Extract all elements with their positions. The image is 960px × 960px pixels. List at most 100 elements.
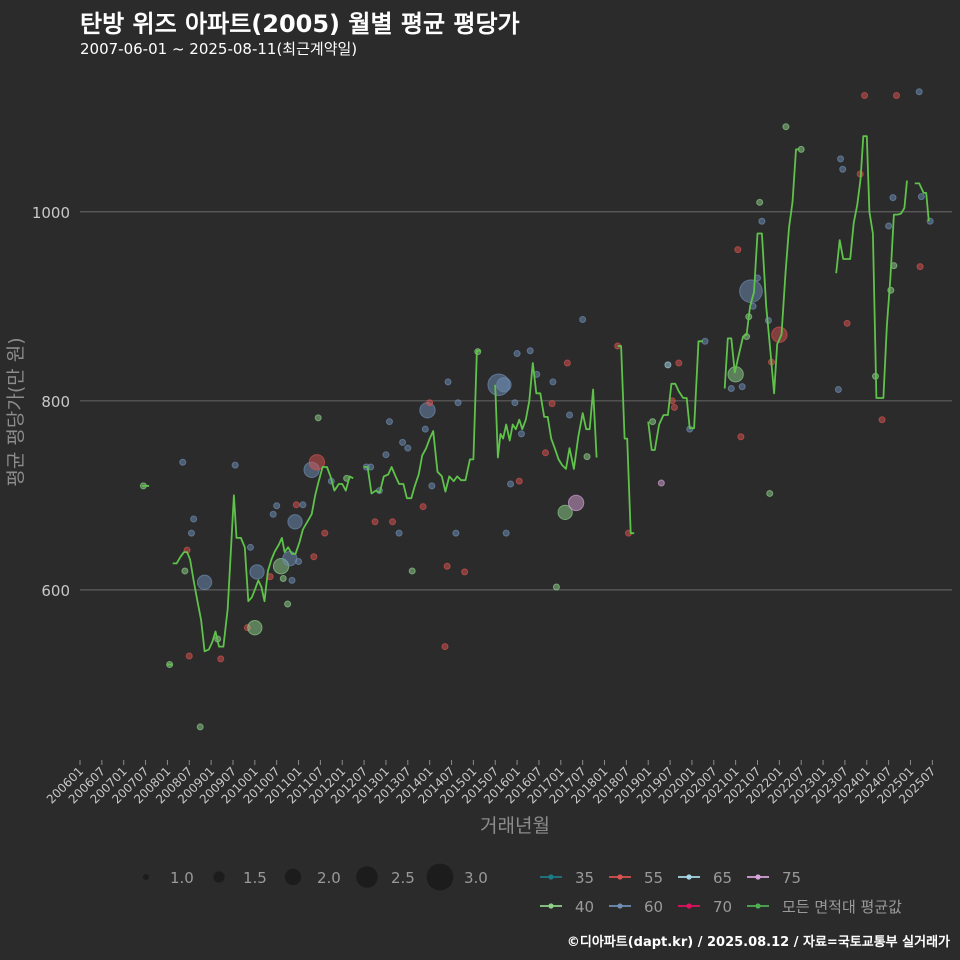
data-point bbox=[292, 501, 300, 509]
data-point bbox=[371, 518, 379, 526]
data-point bbox=[834, 385, 842, 393]
data-point bbox=[385, 418, 393, 426]
data-point bbox=[196, 723, 204, 731]
data-point bbox=[756, 198, 764, 206]
area-legend-dot bbox=[548, 874, 554, 880]
y-tick-label: 800 bbox=[41, 393, 70, 411]
y-tick-label: 600 bbox=[41, 582, 70, 600]
data-point bbox=[249, 564, 265, 580]
data-point bbox=[247, 620, 263, 636]
data-point bbox=[701, 337, 709, 345]
average-line-segment bbox=[914, 182, 930, 222]
data-point bbox=[246, 543, 254, 551]
data-point bbox=[190, 515, 198, 523]
area-legend-label: 65 bbox=[713, 869, 732, 887]
data-point bbox=[837, 155, 845, 163]
data-point bbox=[892, 92, 900, 100]
area-legend-dot bbox=[548, 903, 554, 909]
data-point bbox=[295, 558, 303, 566]
data-point bbox=[782, 123, 790, 131]
y-tick-label: 1000 bbox=[32, 204, 70, 222]
data-point bbox=[217, 655, 225, 663]
data-points bbox=[139, 88, 934, 731]
data-point bbox=[452, 529, 460, 537]
data-point bbox=[502, 529, 510, 537]
data-point bbox=[496, 377, 512, 393]
data-point bbox=[507, 480, 515, 488]
average-line-segment bbox=[364, 349, 481, 500]
size-legend-label: 1.0 bbox=[170, 869, 194, 887]
data-point bbox=[649, 418, 657, 426]
data-point bbox=[288, 576, 296, 584]
data-point bbox=[426, 399, 434, 407]
data-point bbox=[548, 400, 556, 408]
data-point bbox=[321, 529, 329, 537]
size-legend-swatch bbox=[213, 871, 225, 883]
data-point bbox=[181, 567, 189, 575]
area-legend-label: 40 bbox=[575, 898, 594, 916]
area-legend-dot bbox=[686, 903, 692, 909]
area-legend-dot bbox=[755, 874, 761, 880]
data-point bbox=[766, 489, 774, 497]
data-point bbox=[738, 383, 746, 391]
size-legend-swatch bbox=[143, 874, 149, 880]
data-point bbox=[542, 449, 550, 457]
size-legend-label: 2.5 bbox=[391, 869, 415, 887]
size-legend-label: 3.0 bbox=[464, 869, 488, 887]
data-point bbox=[399, 438, 407, 446]
size-legend-label: 1.5 bbox=[243, 869, 267, 887]
x-axis-title: 거래년월 bbox=[480, 815, 550, 837]
data-point bbox=[878, 416, 886, 424]
y-axis-title: 평균 평당가(만 원) bbox=[5, 337, 27, 486]
data-point bbox=[583, 453, 591, 461]
data-point bbox=[552, 583, 560, 591]
data-point bbox=[454, 399, 462, 407]
data-point bbox=[567, 494, 585, 512]
data-point bbox=[737, 433, 745, 441]
average-line-segment bbox=[647, 340, 703, 451]
data-point bbox=[279, 575, 287, 583]
data-point bbox=[915, 88, 923, 96]
data-point bbox=[287, 514, 303, 530]
area-legend-label: 모든 면적대 평균값 bbox=[782, 898, 902, 916]
data-point bbox=[526, 347, 534, 355]
data-point bbox=[657, 479, 665, 487]
data-point bbox=[382, 451, 390, 459]
data-point bbox=[444, 378, 452, 386]
source-credit: ©디아파트(dapt.kr) / 2025.08.12 / 자료=국토교통부 실… bbox=[566, 935, 950, 950]
data-point bbox=[179, 458, 187, 466]
data-point bbox=[515, 477, 523, 485]
average-line-segment bbox=[617, 345, 635, 535]
chart-subtitle: 2007-06-01 ~ 2025-08-11(최근계약일) bbox=[80, 40, 358, 58]
average-line-segment bbox=[172, 466, 354, 653]
data-point bbox=[310, 553, 318, 561]
data-point bbox=[408, 567, 416, 575]
data-point bbox=[511, 399, 519, 407]
size-legend-swatch bbox=[356, 866, 378, 888]
area-legend-label: 70 bbox=[713, 898, 732, 916]
data-point bbox=[314, 414, 322, 422]
size-legend-swatch bbox=[426, 863, 454, 891]
data-point bbox=[563, 359, 571, 367]
area-legend-label: 60 bbox=[644, 898, 663, 916]
y-axis: 600 800 1000 bbox=[32, 204, 70, 600]
area-legend-label: 75 bbox=[782, 869, 801, 887]
data-point bbox=[273, 502, 281, 510]
data-point bbox=[579, 316, 587, 324]
average-line-segment bbox=[494, 362, 598, 470]
average-line-segment bbox=[723, 148, 800, 395]
data-point bbox=[885, 222, 893, 230]
data-point bbox=[739, 279, 763, 303]
data-point bbox=[557, 504, 573, 521]
area-legend-dot bbox=[755, 903, 761, 909]
data-point bbox=[734, 246, 742, 254]
data-point bbox=[443, 562, 451, 570]
data-point bbox=[299, 501, 307, 509]
data-point bbox=[421, 425, 429, 433]
area-legend-dot bbox=[686, 874, 692, 880]
data-point bbox=[428, 482, 436, 490]
area-legend-dot bbox=[617, 903, 623, 909]
size-legend: 1.0 1.5 2.0 2.5 3.0 bbox=[143, 863, 488, 891]
data-point bbox=[269, 510, 277, 518]
